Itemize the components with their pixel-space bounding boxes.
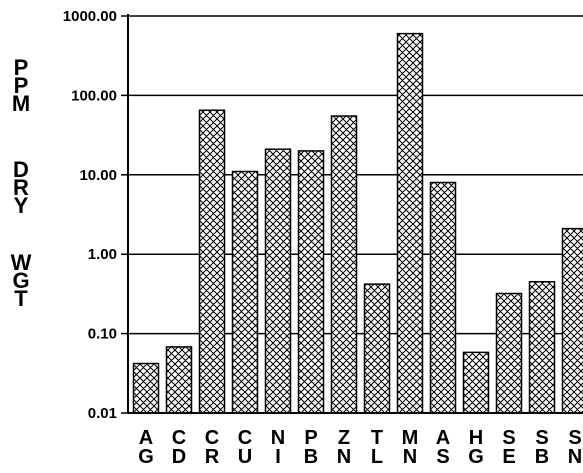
bar-zn	[330, 115, 358, 414]
x-tick-label: SN	[568, 427, 582, 468]
x-tick-letter: S	[502, 427, 515, 449]
x-tick-letter: G	[138, 446, 154, 468]
x-tick-letter: G	[468, 446, 484, 468]
ylabel-letter: M	[12, 91, 30, 116]
axes	[127, 14, 583, 414]
y-tick-label: 1000.00	[63, 8, 117, 25]
x-tick-letter: B	[535, 446, 549, 468]
x-tick-letter: Z	[338, 427, 350, 449]
x-tick-letter: I	[275, 446, 281, 468]
x-tick-label: HG	[468, 427, 484, 468]
x-tick-letter: S	[535, 427, 548, 449]
x-tick-letter: A	[436, 427, 450, 449]
y-tick-label: 100.00	[71, 87, 117, 104]
bar-tl	[363, 283, 391, 414]
bar-sn	[561, 227, 583, 414]
bar-cr	[198, 109, 226, 414]
y-tick-label: 1.00	[88, 246, 117, 263]
bar-se	[495, 292, 523, 414]
x-tick-label: CU	[238, 427, 252, 468]
x-tick-letter: E	[502, 446, 515, 468]
x-tick-label: ZN	[337, 427, 351, 468]
bar-cd	[165, 346, 193, 414]
x-tick-letter: S	[568, 427, 581, 449]
ylabel-letter: G	[12, 268, 29, 293]
bar-pb	[297, 150, 325, 414]
x-tick-label: CD	[172, 427, 186, 468]
ylabel-letter: P	[14, 73, 29, 98]
ylabel-word: DRY	[13, 157, 29, 218]
y-axis-label: PPM DRY WGT	[11, 55, 32, 311]
x-tick-label: AG	[138, 427, 154, 468]
x-tick-label: PB	[304, 427, 318, 468]
x-tick-label: TL	[371, 427, 383, 468]
bars	[132, 32, 583, 414]
x-tick-letter: L	[371, 446, 383, 468]
ylabel-letter: D	[13, 157, 29, 182]
ylabel-letter: T	[14, 286, 28, 311]
x-tick-label: CR	[205, 427, 220, 468]
x-tick-letter: U	[238, 446, 252, 468]
x-tick-label: AS	[436, 427, 450, 468]
ylabel-letter: Y	[14, 193, 29, 218]
x-tick-letter: N	[403, 446, 417, 468]
ylabel-letter: P	[14, 55, 29, 80]
x-tick-letter: C	[238, 427, 252, 449]
x-tick-letter: C	[205, 427, 219, 449]
bar-mn	[396, 32, 424, 414]
x-tick-letter: B	[304, 446, 318, 468]
bar-cu	[231, 170, 259, 414]
x-tick-label: NI	[271, 427, 285, 468]
bar-as	[429, 181, 457, 414]
x-tick-label: SE	[502, 427, 515, 468]
bar-hg	[462, 351, 490, 414]
x-tick-letter: A	[139, 427, 153, 449]
x-tick-letter: D	[172, 446, 186, 468]
x-tick-letter: N	[568, 446, 582, 468]
x-tick-letter: N	[337, 446, 351, 468]
x-tick-letter: R	[205, 446, 220, 468]
x-tick-letter: S	[436, 446, 449, 468]
ylabel-letter: R	[13, 175, 29, 200]
ylabel-word: PPM	[12, 55, 30, 116]
ylabel-letter: W	[11, 250, 32, 275]
x-tick-label: MN	[402, 427, 419, 468]
x-tick-letter: M	[402, 427, 419, 449]
x-tick-letter: P	[304, 427, 317, 449]
x-tick-letter: C	[172, 427, 186, 449]
y-tick-label: 0.01	[88, 405, 117, 422]
x-tick-label: SB	[535, 427, 549, 468]
x-tick-letter: T	[371, 427, 383, 449]
y-tick-label: 10.00	[79, 167, 117, 184]
bar-ag	[132, 362, 160, 414]
ylabel-word: WGT	[11, 250, 32, 311]
x-tick-letter: N	[271, 427, 285, 449]
x-tick-letter: H	[469, 427, 483, 449]
y-tick-labels: 0.01 0.10 1.00 10.00 100.00 1000.00	[63, 8, 117, 422]
bar-ni	[264, 148, 292, 414]
y-tick-label: 0.10	[88, 326, 117, 343]
bar-sb	[528, 280, 556, 414]
